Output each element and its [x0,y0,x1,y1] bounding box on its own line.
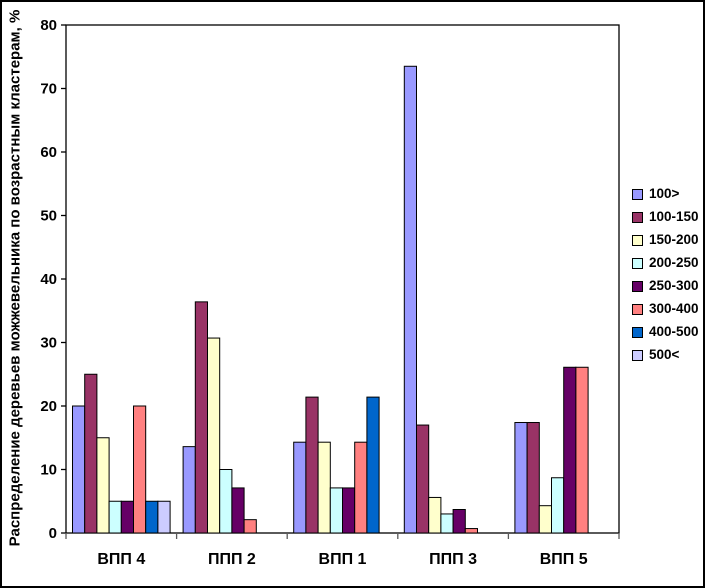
legend-item: 100> [632,186,699,202]
y-tick-label: 40 [40,271,57,288]
x-category-label: ВПП 4 [97,551,145,568]
bar-100>-ППП 2 [182,446,196,534]
bar-400-500-ВПП 1 [366,396,380,534]
x-category-label: ППП 3 [429,551,477,568]
bar-150-200-ВПП 4 [96,437,110,534]
legend-item: 200-250 [632,255,699,271]
bar-300-400-ВПП 5 [575,366,589,534]
bar-100-150-ППП 3 [416,424,430,534]
legend-item: 300-400 [632,301,699,317]
bar-100>-ВПП 4 [72,405,86,534]
bar-250-300-ВПП 4 [120,500,135,534]
legend-swatch-icon [632,234,643,246]
legend-item: 400-500 [632,324,699,340]
y-tick-label: 20 [40,398,57,415]
legend-swatch-icon [632,280,643,292]
y-tick-label: 10 [40,462,57,479]
bar-250-300-ВПП 5 [563,366,577,534]
legend-item: 250-300 [632,278,699,294]
bar-300-400-ВПП 1 [354,441,368,534]
bar-250-300-ППП 2 [231,487,245,534]
legend-label: 150-200 [649,232,699,247]
bar-150-200-ВПП 5 [538,505,552,534]
bar-200-250-ВПП 4 [108,500,122,534]
legend-label: 300-400 [649,301,699,316]
bar-250-300-ВПП 1 [342,487,356,534]
legend-item: 150-200 [632,232,699,248]
bar-300-400-ППП 3 [464,528,478,534]
y-tick-label: 80 [40,17,57,34]
legend: 100> 100-150 150-200 200-250 250-300 300-400 4… [632,186,699,363]
bar-300-400-ППП 2 [243,519,257,534]
bar-100>-ВПП 5 [514,422,528,534]
y-tick-label: 60 [40,144,57,161]
bar-100>-ВПП 1 [293,441,307,534]
legend-label: 400-500 [649,324,699,339]
bar-200-250-ВПП 1 [329,487,343,534]
bar-150-200-ППП 2 [207,337,221,534]
bar-100-150-ВПП 5 [526,422,540,534]
legend-swatch-icon [632,349,643,361]
y-tick-label: 30 [40,335,57,352]
legend-label: 200-250 [649,255,699,270]
bar-150-200-ППП 3 [428,496,442,534]
legend-swatch-icon [632,211,643,223]
bar-100-150-ВПП 1 [305,396,319,534]
bar-200-250-ППП 2 [219,469,233,534]
legend-swatch-icon [632,303,643,315]
x-category-label: ППП 2 [208,551,256,568]
legend-label: 100> [649,186,680,201]
legend-swatch-icon [632,257,643,269]
bar-100-150-ВПП 4 [84,373,98,534]
bar-200-250-ВПП 5 [551,477,565,534]
bar-400-500-ВПП 4 [145,500,159,534]
x-category-label: ВПП 1 [319,551,367,568]
bar-100>-ППП 3 [403,65,417,534]
y-tick-label: 70 [40,81,57,98]
legend-swatch-icon [632,188,643,200]
y-tick-label: 50 [40,208,57,225]
legend-label: 500< [649,347,680,362]
legend-label: 250-300 [649,278,699,293]
bar-100-150-ППП 2 [194,301,209,534]
bar-150-200-ВПП 1 [317,441,331,534]
x-category-label: ВПП 5 [540,551,588,568]
legend-item: 500< [632,347,699,363]
legend-item: 100-150 [632,209,699,225]
bar-250-300-ППП 3 [452,509,466,534]
bar-200-250-ППП 3 [440,513,454,534]
legend-label: 100-150 [649,209,699,224]
y-axis-title: Распределение деревьев можжевельника по … [6,9,24,547]
bar-300-400-ВПП 4 [133,405,147,534]
legend-swatch-icon [632,326,643,338]
y-tick-label: 0 [49,525,57,542]
bar-500<-ВПП 4 [157,500,171,534]
